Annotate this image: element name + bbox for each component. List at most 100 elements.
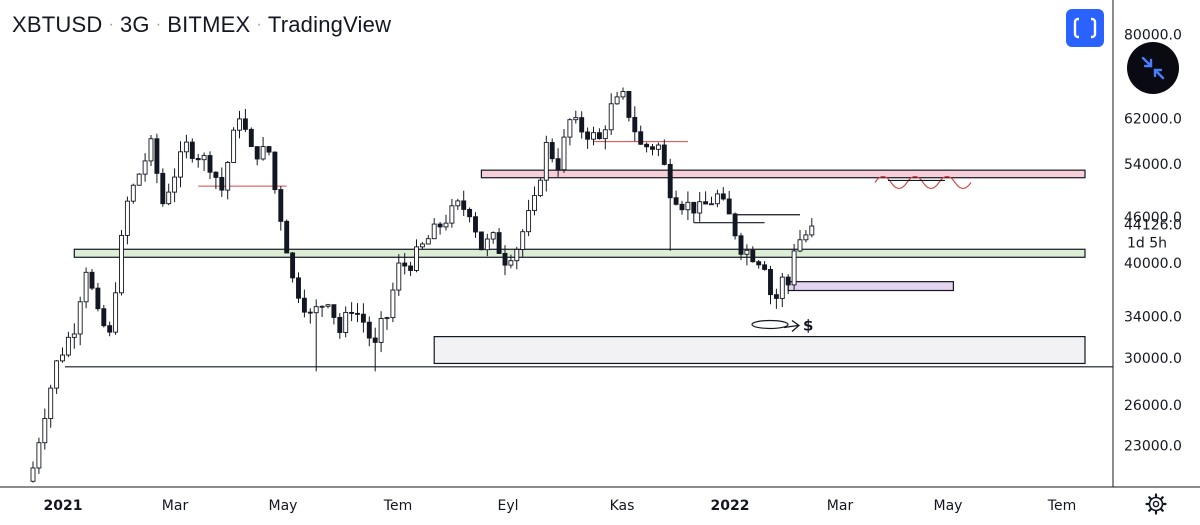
candle-body [685, 201, 691, 211]
candle-body [655, 144, 661, 150]
candle [154, 133, 160, 184]
candle-body [278, 189, 284, 222]
candle-body [408, 265, 414, 271]
candle [254, 146, 260, 166]
price-axis[interactable]: 80000.0 62000.0 54000.0 46000.0 40000.0 34000… [1124, 27, 1182, 454]
candle [248, 127, 254, 148]
price-tick-label: 80000.0 [1124, 27, 1182, 43]
candle-body [71, 333, 77, 338]
candle-body [703, 201, 709, 205]
candle-body [591, 132, 596, 140]
candle [803, 230, 809, 243]
candle-body [537, 179, 543, 197]
candle [467, 207, 473, 223]
candle [101, 304, 107, 328]
settings-button[interactable] [1145, 493, 1167, 515]
candle-body [219, 176, 225, 191]
grey-demand-zone [433, 336, 1086, 365]
candle-body [473, 216, 478, 233]
candle-body [390, 289, 396, 319]
candle [183, 134, 189, 159]
candle-body [484, 238, 490, 251]
candle-body [48, 387, 54, 419]
candle-body [549, 142, 555, 160]
candle [284, 219, 290, 254]
candle-body [431, 223, 437, 240]
candle-body [254, 146, 260, 160]
candle [30, 461, 36, 483]
candle [797, 229, 803, 253]
candle [60, 347, 65, 363]
candle [809, 218, 815, 238]
candle-body [65, 336, 71, 356]
candle [473, 212, 478, 238]
fullscreen-icon [1073, 17, 1097, 39]
candle [148, 135, 154, 166]
candle [207, 151, 213, 180]
candle-body [720, 193, 726, 200]
candle-body [95, 287, 101, 310]
candle [360, 303, 366, 333]
candle [231, 127, 237, 163]
candle [762, 261, 768, 271]
time-tick-label: Tem [1047, 498, 1076, 514]
candle-body [77, 301, 83, 335]
candle-body [89, 271, 95, 289]
candle [514, 246, 520, 270]
candle-body [201, 155, 207, 161]
candle [124, 196, 130, 245]
candle [620, 87, 626, 100]
candle [396, 254, 402, 296]
candle [201, 152, 207, 171]
time-tick-label: Kas [610, 498, 635, 514]
candle [585, 127, 591, 149]
candle-body [773, 294, 779, 299]
candle [502, 245, 508, 276]
candle-body [443, 222, 449, 228]
candle [555, 148, 561, 177]
fullscreen-button[interactable] [1066, 9, 1104, 47]
candle [172, 168, 178, 203]
candle-body [195, 158, 201, 161]
candle [484, 233, 490, 257]
candle [402, 253, 408, 275]
time-tick-label: Eyl [497, 498, 518, 514]
candle-body [667, 163, 673, 199]
candle [573, 110, 579, 124]
candle-body [207, 155, 213, 173]
candle-body [632, 116, 638, 133]
candle-body [496, 232, 502, 254]
candle [54, 359, 60, 394]
candle [71, 323, 77, 349]
candle-body [402, 262, 408, 267]
candle-body [331, 304, 337, 318]
candle [661, 139, 667, 166]
candle-body [797, 239, 803, 252]
time-axis[interactable]: 2021 Mar May Tem Eyl Kas 2022 Mar May Tem [44, 498, 1077, 514]
candle-body [809, 225, 815, 236]
candle-body [384, 317, 390, 320]
candle-body [366, 321, 372, 339]
candle [219, 167, 225, 197]
collapse-button[interactable] [1127, 42, 1179, 94]
candle [655, 142, 661, 157]
candle-body [54, 360, 60, 389]
candle [602, 125, 608, 150]
candle [596, 128, 602, 140]
exchange-label: BITMEX [167, 12, 251, 37]
candle-body [290, 252, 296, 279]
candle [685, 191, 691, 220]
candle-body [638, 131, 644, 145]
candle [83, 267, 89, 309]
candle [331, 304, 337, 325]
candle [449, 198, 455, 228]
candle-body [602, 129, 608, 140]
candle [726, 190, 732, 215]
candle [508, 254, 514, 269]
candle-body [343, 311, 349, 333]
candle-body [555, 158, 561, 171]
candle-body [242, 118, 248, 130]
candle-body [260, 146, 266, 160]
